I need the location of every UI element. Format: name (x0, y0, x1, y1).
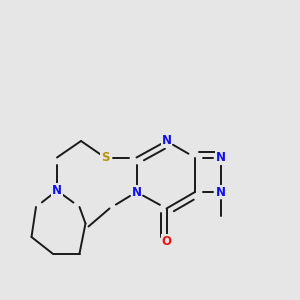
Text: N: N (131, 185, 142, 199)
Text: N: N (215, 151, 226, 164)
Text: N: N (161, 134, 172, 148)
Text: O: O (161, 235, 172, 248)
Text: S: S (101, 151, 109, 164)
Text: N: N (215, 185, 226, 199)
Text: N: N (52, 184, 62, 197)
